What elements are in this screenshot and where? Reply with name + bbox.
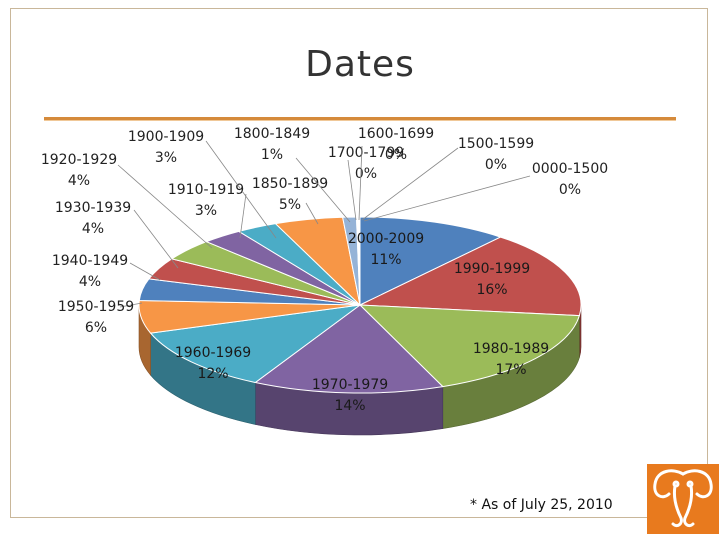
logo-badge xyxy=(647,464,719,534)
slice-value-1980-1989: 17% xyxy=(495,362,526,378)
elephant-icon xyxy=(653,469,713,528)
slice-label-1500-1599: 1500-1599 xyxy=(458,136,534,152)
slice-label-1960-1969: 1960-1969 xyxy=(175,345,251,361)
slice-label-1600-1699: 1600-1699 xyxy=(358,126,434,142)
pie-slice-2000-2009 xyxy=(359,216,502,306)
slide-frame xyxy=(10,8,708,518)
slice-value-1700-1799: 0% xyxy=(355,166,377,182)
slice-label-1940-1949: 1940-1949 xyxy=(52,253,128,269)
slice-label-1800-1849: 1800-1849 xyxy=(234,126,310,142)
leader-line-1950-1959 xyxy=(119,302,143,308)
leader-line-1850-1899 xyxy=(305,202,319,225)
slice-label-0000-1500: 0000-1500 xyxy=(532,161,608,177)
slice-value-1970-1979: 14% xyxy=(334,398,365,414)
slice-value-1920-1929: 4% xyxy=(68,173,90,189)
slice-value-1900-1909: 3% xyxy=(155,150,177,166)
leader-line-1920-1929 xyxy=(117,164,213,249)
slice-value-1600-1699: 0% xyxy=(385,147,407,163)
slide-title: Dates xyxy=(305,44,415,85)
leader-line-1910-1919 xyxy=(239,193,247,239)
slice-value-1990-1999: 16% xyxy=(476,282,507,298)
leader-line-1900-1909 xyxy=(205,140,277,239)
leader-line-0000-1500 xyxy=(363,175,531,222)
slice-label-1900-1909: 1900-1909 xyxy=(128,129,204,145)
footnote: * As of July 25, 2010 xyxy=(470,497,613,513)
leader-line-1700-1799 xyxy=(347,159,357,221)
slice-label-1950-1959: 1950-1959 xyxy=(58,299,134,315)
slice-value-1930-1939: 4% xyxy=(82,221,104,237)
pie-top-group xyxy=(138,216,582,394)
pie-slice-1980-1989 xyxy=(358,304,581,388)
slice-value-1910-1919: 3% xyxy=(195,203,217,219)
slice-value-2000-2009: 11% xyxy=(370,252,401,268)
title-rule xyxy=(44,117,676,121)
slice-value-1950-1959: 6% xyxy=(85,320,107,336)
slice-value-1850-1899: 5% xyxy=(279,197,301,213)
pie-labels: 2000-2009 11% 1990-1999 16% 1980-1989 17% 1970… xyxy=(41,126,608,414)
slice-label-1930-1939: 1930-1939 xyxy=(55,200,131,216)
slice-label-1970-1979: 1970-1979 xyxy=(312,377,388,393)
slice-label-2000-2009: 2000-2009 xyxy=(348,231,424,247)
slice-value-1800-1849: 1% xyxy=(261,147,283,163)
slice-label-1920-1929: 1920-1929 xyxy=(41,152,117,168)
slice-value-0000-1500: 0% xyxy=(559,182,581,198)
slice-label-1910-1919: 1910-1919 xyxy=(168,182,244,198)
leader-line-1940-1949 xyxy=(129,262,161,281)
slice-label-1990-1999: 1990-1999 xyxy=(454,261,530,277)
pie-slice-1990-1999 xyxy=(359,236,582,317)
leader-line-1800-1849 xyxy=(295,157,351,223)
leader-line-1600-1699 xyxy=(358,145,363,221)
slice-value-1940-1949: 4% xyxy=(79,274,101,290)
pie-slice-1960-1969 xyxy=(149,304,361,384)
slice-label-1980-1989: 1980-1989 xyxy=(473,341,549,357)
slice-label-1700-1799: 1700-1799 xyxy=(328,145,404,161)
slice-label-1850-1899: 1850-1899 xyxy=(252,176,328,192)
slice-value-1500-1599: 0% xyxy=(485,157,507,173)
leader-line-1930-1939 xyxy=(133,209,179,269)
slice-value-1960-1969: 12% xyxy=(197,366,228,382)
leader-line-1500-1599 xyxy=(361,147,459,221)
pie-slice-1970-1979 xyxy=(254,304,444,394)
